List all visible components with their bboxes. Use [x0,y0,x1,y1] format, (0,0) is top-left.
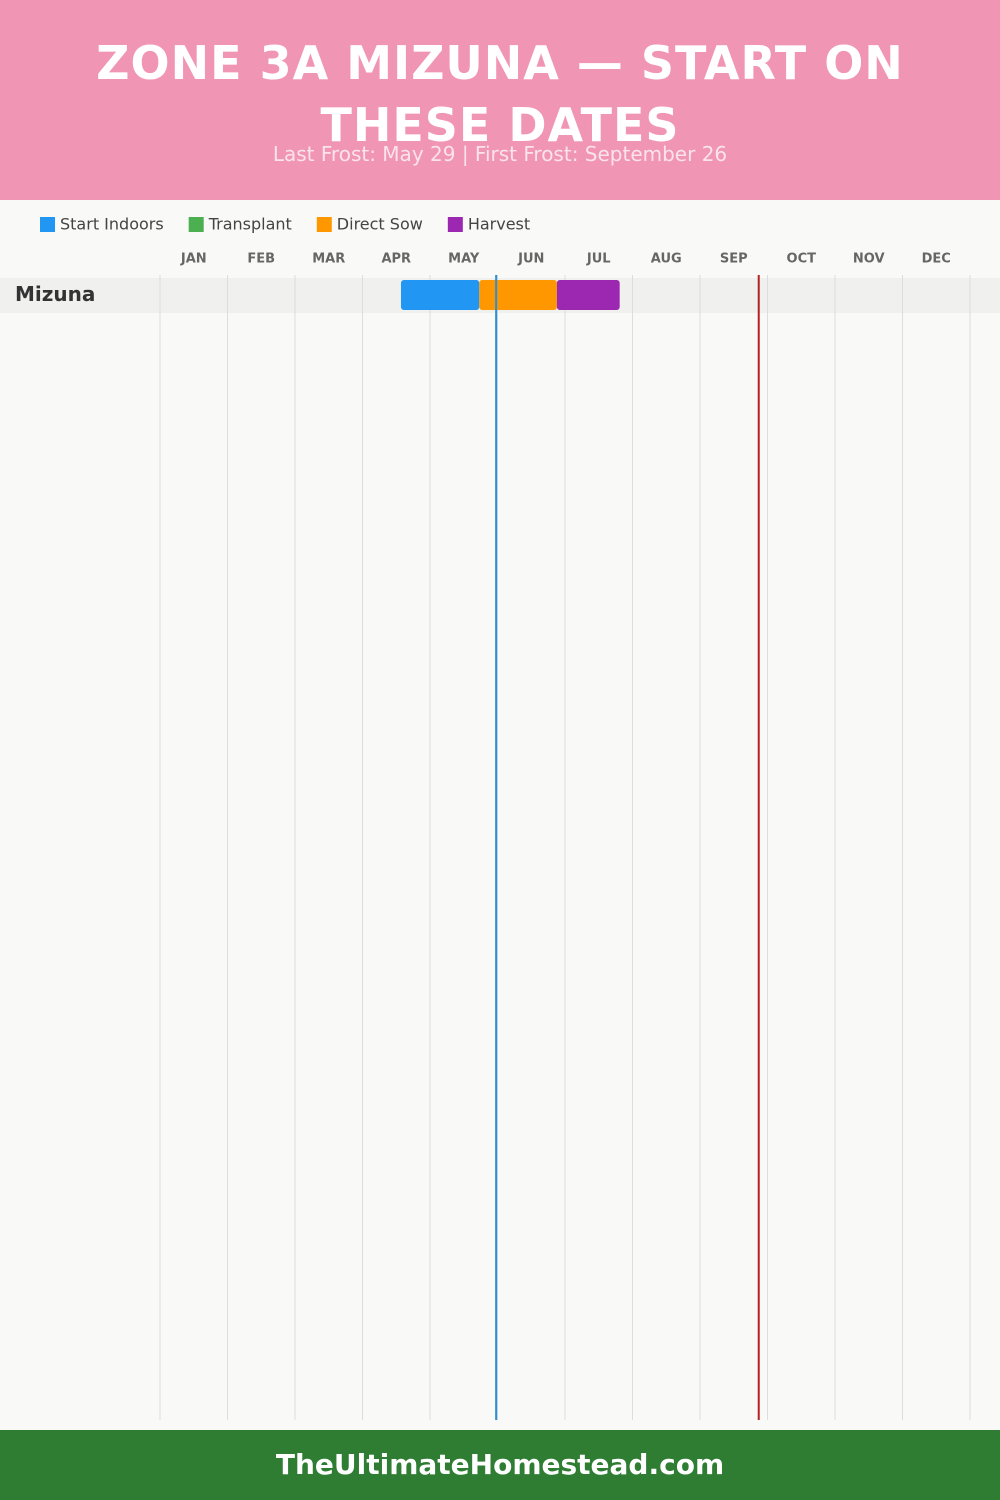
legend-swatch [447,217,463,232]
chart: Start Indoors Transplant Direct Sow Harvest… [0,215,1000,1420]
bar-segment [400,280,480,310]
header: ZONE 3A MIZUNA — START ON THESE DATES La… [0,0,1000,200]
bar-segment [556,280,620,310]
x-tick-label: NOV [853,252,885,267]
row-label: Mizuna [15,282,95,306]
footer: TheUltimateHomestead.com [0,1430,1000,1500]
x-tick-label: SEP [720,252,748,267]
x-tick-label: MAY [448,252,480,267]
legend-swatch [316,217,332,232]
bar-segment [479,280,557,310]
x-tick-label: DEC [922,252,951,267]
x-tick-label: OCT [787,252,817,267]
legend-label: Direct Sow [337,215,423,234]
x-tick-label: FEB [247,252,275,267]
legend-swatch [40,217,55,232]
x-tick-label: APR [381,252,411,267]
x-tick-label: AUG [651,252,682,267]
x-tick-label: JAN [180,252,207,267]
legend-label: Harvest [468,215,530,234]
chart-title: ZONE 3A MIZUNA — START ON THESE DATES [96,36,904,152]
x-tick-label: MAR [312,252,345,267]
x-tick-label: JUL [586,252,611,267]
x-tick-label: JUN [517,252,544,267]
chart-subtitle: Last Frost: May 29 | First Frost: Septem… [272,142,728,166]
legend-swatch [188,217,204,232]
legend-label: Start Indoors [60,215,164,234]
legend-label: Transplant [208,215,292,234]
